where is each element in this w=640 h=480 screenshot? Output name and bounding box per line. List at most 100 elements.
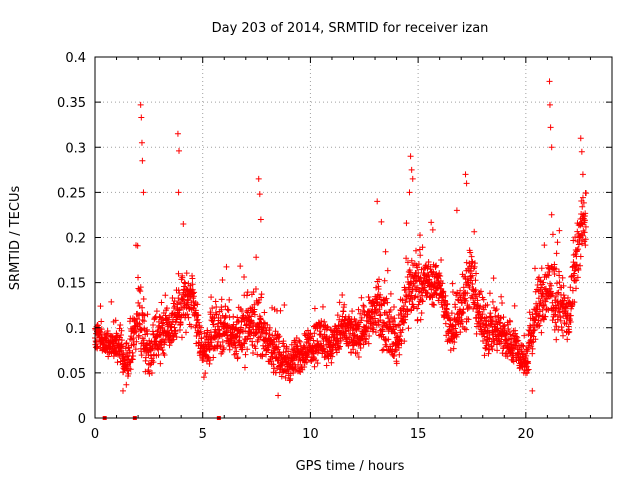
data-point — [159, 322, 166, 329]
data-point — [578, 220, 585, 227]
data-point — [205, 340, 212, 347]
data-point — [258, 294, 265, 301]
data-point — [191, 289, 198, 296]
data-point — [512, 330, 519, 337]
data-point — [467, 249, 474, 256]
data-point — [500, 314, 507, 321]
data-point — [396, 351, 403, 358]
data-point — [125, 345, 132, 352]
data-point — [542, 313, 549, 320]
data-point — [476, 291, 483, 298]
data-point — [554, 290, 561, 297]
data-point — [226, 314, 233, 321]
data-point — [556, 227, 563, 234]
data-point — [453, 207, 460, 214]
data-point — [140, 337, 147, 344]
data-point — [559, 274, 566, 281]
data-point — [438, 257, 445, 264]
data-point — [499, 300, 506, 307]
data-point — [247, 335, 254, 342]
data-point — [442, 320, 449, 327]
data-point — [244, 289, 251, 296]
data-point — [430, 283, 437, 290]
x-tick-label: 10 — [302, 427, 319, 442]
data-points — [92, 78, 590, 399]
data-point — [577, 253, 584, 260]
data-point — [453, 331, 460, 338]
data-point — [185, 314, 192, 321]
data-point — [381, 320, 388, 327]
data-point — [545, 272, 552, 279]
data-point — [430, 301, 437, 308]
data-point — [407, 153, 414, 160]
data-point — [105, 330, 111, 337]
data-point — [168, 321, 175, 328]
data-point — [118, 343, 125, 350]
data-point — [402, 316, 409, 323]
data-point — [547, 124, 554, 131]
data-point — [172, 328, 179, 335]
data-point — [251, 306, 258, 313]
data-point — [479, 311, 486, 318]
data-point — [123, 339, 130, 346]
data-point — [275, 392, 282, 399]
data-point — [381, 300, 388, 307]
data-point — [501, 343, 508, 350]
data-point — [395, 344, 402, 351]
data-point — [410, 303, 417, 310]
data-point — [579, 232, 586, 239]
data-point — [272, 328, 279, 335]
data-point — [118, 327, 125, 334]
data-point — [462, 297, 469, 304]
data-point — [417, 316, 424, 323]
data-point — [381, 277, 388, 284]
data-point — [316, 328, 323, 335]
data-point — [461, 325, 468, 332]
data-point — [125, 344, 132, 351]
data-point — [295, 361, 302, 368]
y-axis-ticks: 0 0.05 0.1 0.15 0.2 0.25 0.3 0.35 0.4 — [57, 51, 612, 427]
data-point — [139, 157, 146, 164]
data-point — [541, 302, 548, 309]
data-point — [554, 298, 561, 305]
data-point — [250, 319, 257, 326]
data-point — [477, 303, 484, 310]
data-point — [230, 313, 237, 320]
data-point — [323, 333, 330, 340]
data-point — [540, 279, 547, 286]
data-point — [261, 309, 268, 316]
data-point — [363, 336, 370, 343]
data-point — [243, 321, 250, 328]
data-point — [420, 285, 427, 292]
data-point — [553, 323, 560, 330]
data-point — [175, 287, 182, 294]
data-point — [493, 326, 500, 333]
x-tick-label: 20 — [518, 427, 535, 442]
data-point — [203, 358, 210, 365]
data-point — [180, 220, 187, 227]
data-point — [546, 78, 553, 85]
data-point — [560, 292, 567, 299]
data-point — [449, 322, 456, 329]
data-point — [252, 345, 259, 352]
data-point — [387, 290, 394, 297]
data-point — [419, 292, 426, 299]
data-point — [411, 294, 418, 301]
data-point — [529, 345, 536, 352]
data-point — [118, 337, 125, 344]
data-point — [98, 318, 105, 325]
data-point — [112, 317, 119, 324]
data-point — [357, 344, 364, 351]
data-point — [166, 342, 173, 349]
data-point — [490, 317, 497, 324]
data-point — [472, 277, 479, 284]
data-point — [375, 276, 382, 283]
data-point — [415, 301, 422, 308]
data-point — [150, 359, 157, 366]
data-point — [120, 351, 127, 358]
data-point — [534, 282, 541, 289]
data-point — [532, 336, 539, 343]
data-point — [447, 347, 454, 354]
data-point — [402, 299, 409, 306]
data-point — [133, 338, 140, 345]
